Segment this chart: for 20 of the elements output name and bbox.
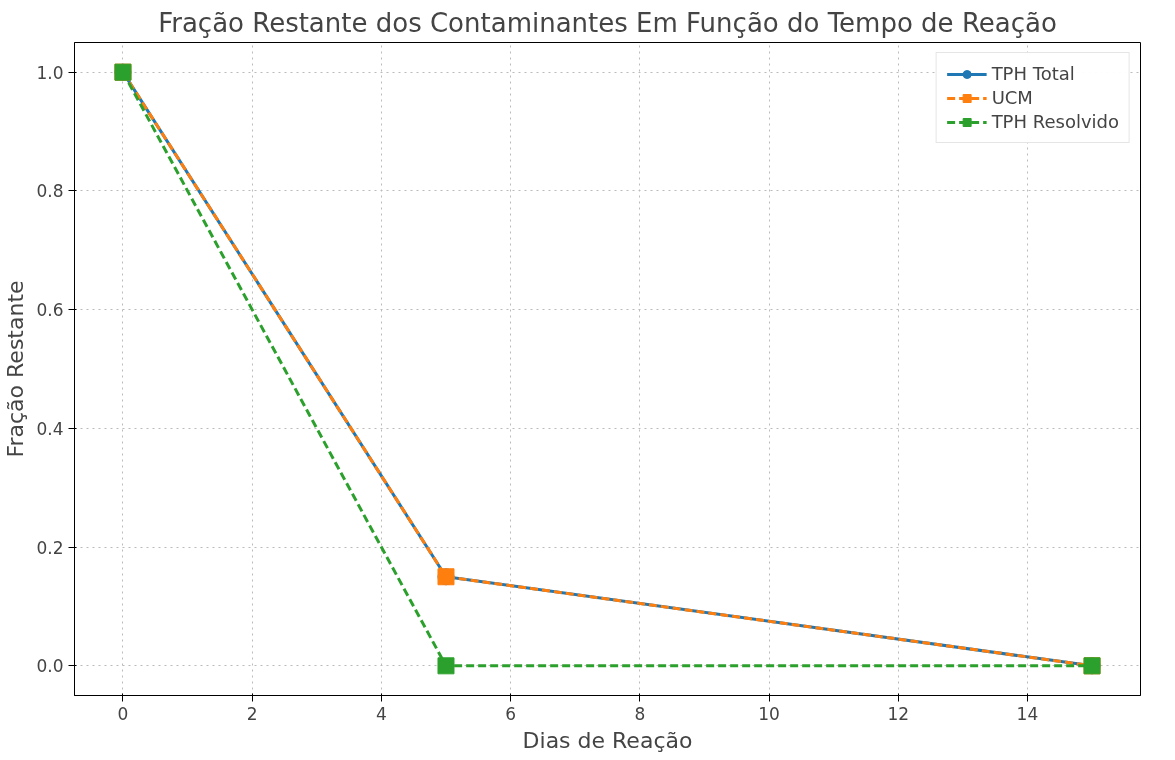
y-tick-label: 0.2 — [36, 537, 64, 558]
x-tick-label: 6 — [505, 703, 517, 724]
y-tick-label: 0.0 — [36, 656, 64, 677]
y-tick-label: 0.8 — [36, 181, 64, 202]
y-tick-label: 0.4 — [36, 418, 64, 439]
y-tick-label: 1.0 — [36, 62, 64, 83]
x-tick-label: 10 — [758, 703, 780, 724]
legend-label: TPH Resolvido — [991, 111, 1119, 132]
x-tick-label: 2 — [246, 703, 258, 724]
x-tick-label: 8 — [634, 703, 646, 724]
x-tick-label: 4 — [375, 703, 387, 724]
legend-label: UCM — [991, 87, 1033, 108]
x-tick-label: 12 — [887, 703, 910, 724]
x-tick-label: 14 — [1016, 703, 1039, 724]
chart-title: Fração Restante dos Contaminantes Em Função do Tempo de Reação — [158, 7, 1057, 38]
x-axis-title: Dias de Reação — [522, 727, 693, 753]
y-tick-label: 0.6 — [36, 300, 64, 321]
y-axis-title: Fração Restante — [3, 280, 29, 458]
x-tick-label: 0 — [117, 703, 129, 724]
legend-label: TPH Total — [991, 63, 1075, 84]
